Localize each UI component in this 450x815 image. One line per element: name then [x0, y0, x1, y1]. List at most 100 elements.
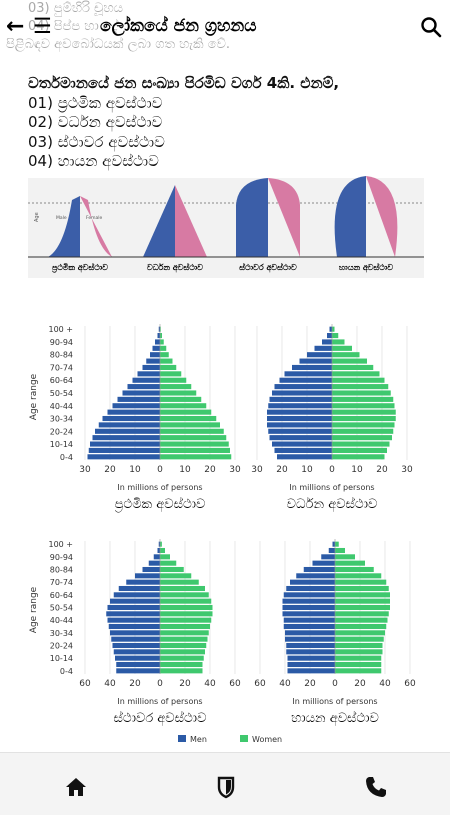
bar-men: [282, 598, 335, 604]
bar-women: [160, 630, 209, 636]
bar-men: [107, 604, 160, 611]
bar-men: [272, 390, 332, 396]
home-icon[interactable]: [64, 775, 88, 799]
bar-women: [335, 611, 389, 617]
stage-item: 03) ස්ථාවර අවස්ථාව: [28, 132, 165, 151]
bar-women: [160, 541, 162, 547]
shape-triangle: [143, 185, 207, 257]
bar-men: [107, 617, 160, 623]
bar-women: [335, 566, 374, 573]
bar-women: [160, 333, 162, 339]
pyramid-y-label: Age range: [29, 586, 39, 633]
bar-men: [87, 454, 160, 460]
bar-women: [335, 655, 382, 661]
bar-men: [108, 623, 160, 630]
x-tick-label: 60: [79, 679, 91, 689]
bar-men: [127, 384, 160, 390]
bar-men: [283, 623, 335, 630]
bar-men: [292, 364, 332, 371]
bar-men: [117, 396, 160, 402]
bar-men: [112, 403, 160, 409]
intro-heading: වර්තමානයේ ජන සංඛ්‍යා පිරමිඩ වර්ග 4කි. එන…: [28, 74, 340, 92]
bar-women: [332, 447, 387, 453]
bar-men: [95, 428, 160, 434]
bar-men: [267, 409, 332, 415]
arrow-left-icon[interactable]: ←: [6, 14, 25, 39]
bar-women: [335, 630, 385, 636]
bar-women: [160, 358, 173, 364]
bar-men: [314, 345, 332, 351]
x-tick-label: 20: [179, 679, 191, 689]
pyramid-x-label: In millions of persons: [289, 483, 374, 492]
pyramid-caption: වර්ධන අවස්ථාව: [287, 496, 378, 512]
bar-men: [284, 371, 332, 377]
bar-men: [299, 358, 332, 364]
bar-men: [148, 560, 160, 566]
bar-men: [285, 630, 335, 636]
y-tick-label: 80-84: [50, 351, 73, 360]
shape-female-half: [175, 185, 207, 257]
bar-men: [110, 630, 160, 636]
bar-men: [332, 541, 335, 547]
shapes-axis-label: Age: [34, 212, 40, 222]
bar-men: [116, 668, 160, 674]
bar-women: [332, 326, 335, 332]
y-tick-label: 90-94: [50, 553, 73, 562]
bar-women: [332, 352, 360, 358]
bar-women: [332, 454, 385, 460]
shape-female-half: [366, 176, 398, 257]
phone-icon[interactable]: [364, 775, 388, 799]
pyramid-caption: හායන අවස්ථාව: [291, 710, 379, 726]
y-tick-label: 20-24: [50, 642, 73, 651]
shape-label: වර්ධන අවස්ථාව: [147, 262, 203, 273]
y-tick-label: 50-54: [50, 389, 73, 398]
y-tick-label: 30-34: [50, 629, 73, 638]
bar-men: [152, 345, 160, 351]
x-tick-label: 60: [404, 679, 416, 689]
background-line: පිළිබඳව අවබෝධයක් ලබා ගත හැකි වේ.: [6, 37, 231, 52]
bar-women: [332, 339, 345, 345]
hamburger-icon[interactable]: ☰: [33, 14, 52, 38]
bar-women: [332, 358, 367, 364]
bar-women: [335, 554, 355, 560]
bar-men: [118, 585, 160, 592]
bar-women: [160, 435, 227, 441]
bar-women: [160, 384, 192, 390]
bar-men: [312, 560, 335, 566]
legend-men-label: Men: [190, 735, 207, 744]
search-icon[interactable]: [420, 16, 442, 38]
bar-women: [335, 661, 382, 668]
bar-men: [282, 611, 335, 617]
x-tick-label: 10: [301, 465, 313, 475]
bottom-navigation: [0, 752, 450, 815]
x-tick-label: 10: [179, 465, 191, 475]
bar-men: [111, 636, 160, 642]
bar-women: [335, 604, 390, 611]
bar-men: [98, 422, 160, 428]
x-tick-label: 40: [204, 679, 216, 689]
bar-women: [160, 585, 205, 592]
bar-women: [332, 371, 380, 377]
shield-icon[interactable]: [214, 775, 238, 799]
bar-women: [160, 371, 182, 377]
x-tick-label: 20: [104, 465, 116, 475]
bar-women: [160, 566, 184, 573]
y-tick-label: 20-24: [50, 427, 73, 436]
shape-dome: [334, 176, 398, 257]
legend-women-label: Women: [252, 735, 282, 744]
bar-women: [332, 390, 391, 396]
legend-women-swatch: [240, 735, 248, 742]
bar-men: [112, 642, 160, 649]
bar-men: [146, 358, 160, 364]
bar-women: [160, 339, 164, 345]
bar-men: [90, 441, 160, 447]
bar-women: [332, 333, 339, 339]
y-tick-label: 90-94: [50, 338, 73, 347]
y-tick-label: 30-34: [50, 415, 73, 424]
pyramid-x-label: In millions of persons: [117, 697, 202, 706]
x-tick-label: 20: [354, 679, 366, 689]
bar-men: [329, 326, 332, 332]
page-title: ලෝකයේ ජන ග්‍රහනය: [100, 16, 257, 36]
shapes-female-label: Female: [86, 215, 103, 221]
bar-men: [274, 384, 332, 390]
